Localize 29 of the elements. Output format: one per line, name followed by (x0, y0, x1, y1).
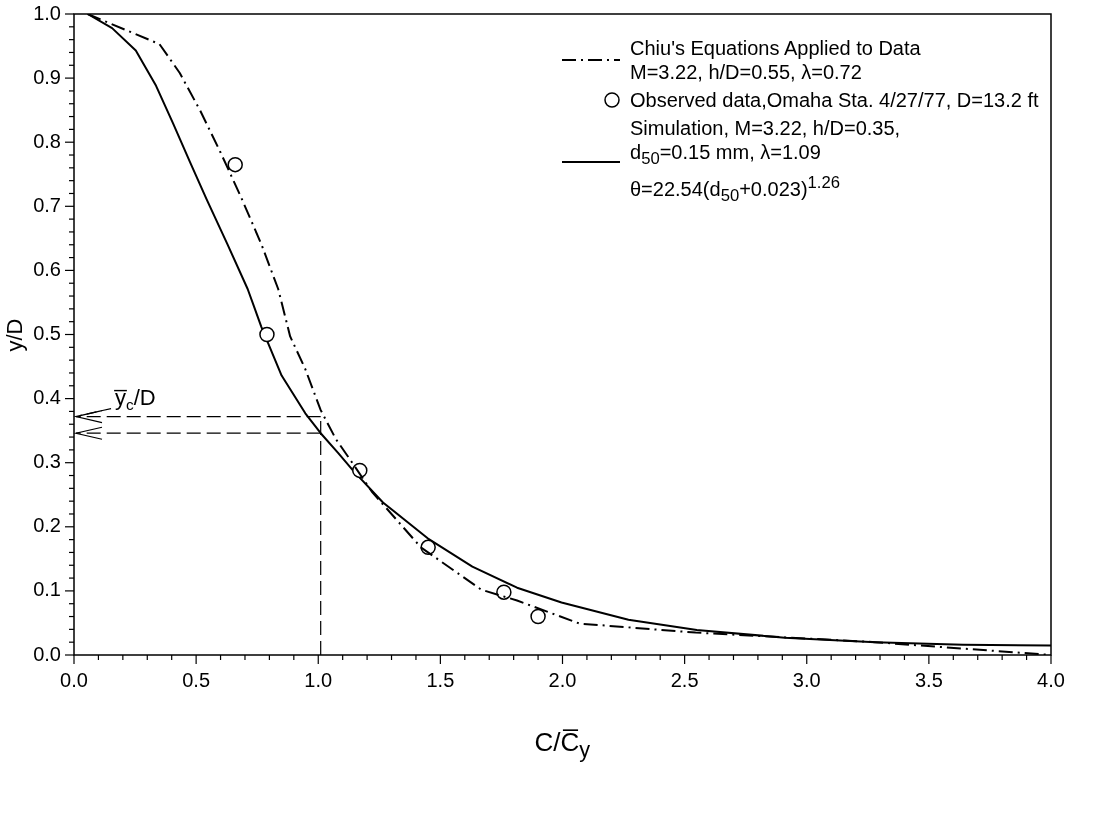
legend-label: Simulation, M=3.22, h/D=0.35, d$_{50}$=0.15 mm, λ=1.09 θ=22.54(d$_{50}$+0.023)$^{1.26}$ (630, 116, 901, 207)
x-tick-label: 3.0 (792, 668, 821, 691)
x-tick-label: 2.5 (670, 668, 699, 691)
x-tick-label: 1.0 (304, 668, 333, 691)
x-tick-label: 4.0 (1037, 668, 1065, 691)
point (530, 608, 546, 625)
y-tick-label: 0.8 (33, 129, 61, 152)
y-tick-label: 1.0 (33, 1, 61, 24)
y-tick-label: 0.1 (33, 578, 61, 601)
x-tick-label: 2.0 (548, 668, 577, 691)
point (259, 326, 275, 343)
x-axis-title: C/C̅$_{y}$ (534, 727, 591, 764)
y-tick-label: 0.2 (33, 514, 61, 537)
y-tick-label: 0.3 (33, 450, 61, 473)
y-tick-label: 0.5 (33, 322, 61, 345)
y-tick-label: 0.7 (33, 193, 61, 216)
y-tick-label: 0.0 (33, 642, 61, 665)
x-tick-label: 3.5 (914, 668, 943, 691)
point (227, 156, 243, 173)
y-tick-label: 0.6 (33, 257, 61, 280)
x-tick-label: 0.5 (182, 668, 211, 691)
y-tick-label: 0.9 (33, 65, 61, 88)
y-tick-label: 0.4 (33, 386, 61, 409)
x-tick-label: 1.5 (426, 668, 455, 691)
legend-label: Chiu's Equations Applied to Data M=3.22, h/D=0.55, λ=0.72 (630, 36, 921, 84)
x-tick-label: 0.0 (60, 668, 88, 691)
point (496, 584, 512, 600)
legend-label: Observed data,Omaha Sta. 4/27/77, D=13.2 ft (630, 88, 1039, 112)
y-axis-title: y/D (1, 318, 27, 351)
